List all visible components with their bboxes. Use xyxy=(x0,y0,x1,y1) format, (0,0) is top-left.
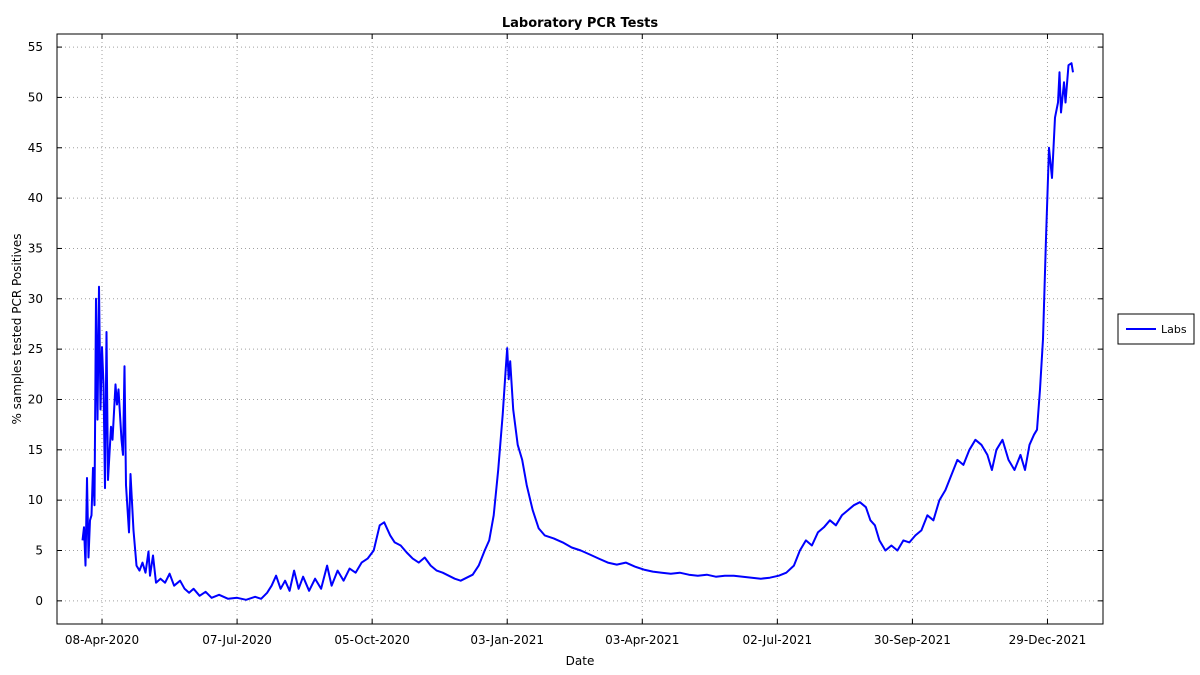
y-tick-label: 50 xyxy=(28,90,43,104)
x-axis-title: Date xyxy=(566,654,595,668)
chart-title: Laboratory PCR Tests xyxy=(502,16,659,31)
plot-frame xyxy=(56,33,1104,625)
y-tick-label: 25 xyxy=(28,342,43,356)
y-tick-label: 10 xyxy=(28,493,43,507)
y-axis-title: % samples tested PCR Positives xyxy=(10,233,24,424)
y-tick-label: 5 xyxy=(35,544,43,558)
legend: Labs xyxy=(1117,313,1195,345)
y-tick-label: 45 xyxy=(28,141,43,155)
y-tick-label: 0 xyxy=(35,594,43,608)
y-axis: 0 5 10 15 20 25 30 35 40 45 50 55 xyxy=(28,40,1103,608)
x-tick-label: 05-Oct-2020 xyxy=(334,633,410,647)
y-tick-label: 30 xyxy=(28,292,43,306)
x-tick-label: 29-Dec-2021 xyxy=(1009,633,1087,647)
y-tick-label: 40 xyxy=(28,191,43,205)
x-tick-label: 08-Apr-2020 xyxy=(65,633,139,647)
y-tick-label: 35 xyxy=(28,241,43,255)
series-group xyxy=(81,62,1074,601)
y-tick-label: 20 xyxy=(28,392,43,406)
legend-label-labs: Labs xyxy=(1161,323,1187,336)
grid xyxy=(57,34,1103,624)
x-tick-label: 03-Jan-2021 xyxy=(470,633,544,647)
x-tick-label: 03-Apr-2021 xyxy=(605,633,679,647)
y-tick-label: 15 xyxy=(28,443,43,457)
y-tick-label: 55 xyxy=(28,40,43,54)
x-tick-label: 30-Sep-2021 xyxy=(874,633,951,647)
series-line-labs xyxy=(81,62,1074,601)
x-tick-label: 02-Jul-2021 xyxy=(743,633,813,647)
x-axis: 08-Apr-2020 07-Jul-2020 05-Oct-2020 03-Jan-… xyxy=(65,34,1086,647)
x-tick-label: 07-Jul-2020 xyxy=(202,633,272,647)
